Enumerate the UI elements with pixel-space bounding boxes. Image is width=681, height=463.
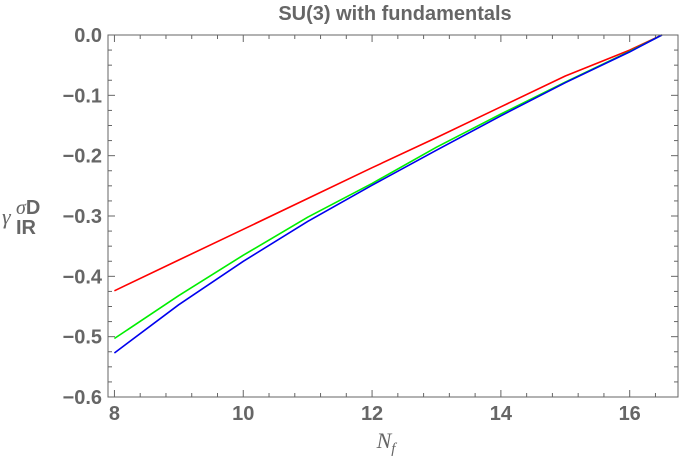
y-tick-label: −0.3 — [63, 206, 102, 228]
chart-title: SU(3) with fundamentals — [278, 3, 511, 25]
x-tick-label: 12 — [361, 403, 383, 425]
y-tick-label: −0.6 — [63, 387, 102, 409]
x-tick-label: 8 — [109, 403, 120, 425]
svg-text:Nf: Nf — [376, 428, 398, 457]
plot-frame — [107, 34, 679, 398]
tick-group — [108, 34, 678, 398]
x-tick-label: 10 — [232, 403, 254, 425]
series-line-3 — [113, 34, 663, 354]
tick-label-group: 8 10 12 14 16 0.0 −0.1 −0.2 −0.3 −0.4 −0.5 −0.6 — [63, 25, 641, 425]
y-tick-label: 0.0 — [74, 25, 102, 47]
y-tick-label: −0.2 — [63, 146, 102, 168]
x-tick-label: 16 — [619, 403, 641, 425]
series-group — [113, 34, 663, 354]
x-axis-label: Nf — [376, 428, 398, 457]
y-axis-label: γ IR σD — [2, 197, 40, 239]
series-line-1 — [114, 34, 663, 292]
y-tick-label: −0.4 — [63, 266, 103, 288]
svg-text:σD: σD — [16, 197, 40, 219]
svg-text:IR: IR — [16, 217, 37, 239]
y-tick-label: −0.5 — [63, 327, 102, 349]
x-tick-label: 14 — [490, 403, 513, 425]
y-tick-label: −0.1 — [63, 85, 102, 107]
svg-text:γ: γ — [2, 204, 12, 229]
